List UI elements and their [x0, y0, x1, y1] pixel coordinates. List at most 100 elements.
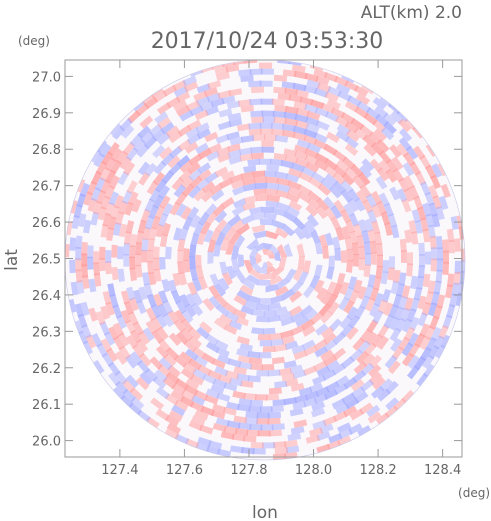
echo-cell: [140, 208, 151, 223]
echo-cell: [398, 296, 408, 310]
echo-cell: [256, 412, 270, 419]
x-axis-unit: (deg): [458, 486, 490, 500]
echo-cell: [159, 195, 171, 209]
echo-cell: [295, 157, 309, 168]
echo-cell: [125, 354, 138, 369]
echo-cell: [227, 358, 242, 368]
echo-cell: [77, 213, 87, 228]
echo-cell: [282, 129, 296, 138]
echo-cell: [147, 249, 154, 263]
echo-cell: [236, 336, 250, 345]
echo-cell: [148, 123, 163, 137]
echo-cell: [252, 448, 266, 455]
echo-cell: [174, 399, 189, 412]
echo-cell: [180, 175, 194, 189]
echo-cell: [143, 135, 158, 150]
echo-cell: [271, 266, 285, 279]
echo-cell: [305, 123, 320, 133]
echo-cell: [294, 394, 309, 404]
echo-cell: [409, 316, 420, 331]
echo-cell: [232, 390, 246, 400]
echo-cell: [270, 294, 285, 304]
echo-cell: [430, 326, 442, 342]
echo-cell: [385, 397, 399, 411]
echo-cell: [377, 299, 388, 314]
echo-cell: [377, 167, 390, 182]
echo-cell: [346, 260, 354, 273]
echo-cell: [231, 433, 246, 442]
echo-cell: [184, 303, 197, 318]
echo-cell: [118, 332, 130, 347]
echo-cell: [194, 109, 209, 121]
echo-cell: [166, 96, 181, 109]
echo-cell: [104, 169, 117, 184]
echo-cell: [323, 339, 338, 352]
echo-cell: [83, 191, 93, 206]
echo-cell: [271, 122, 285, 130]
echo-cell: [372, 309, 384, 324]
echo-cell: [446, 304, 456, 319]
echo-cell: [184, 348, 199, 361]
echo-cell: [324, 91, 339, 102]
echo-cell: [425, 164, 437, 179]
echo-cell: [419, 335, 431, 351]
echo-cell: [363, 264, 371, 278]
echo-cell: [173, 227, 183, 241]
echo-cell: [188, 335, 202, 349]
echo-cell: [283, 243, 293, 257]
echo-cell: [322, 245, 330, 259]
echo-cell: [113, 336, 125, 351]
echo-cell: [359, 328, 373, 343]
echo-cell: [283, 148, 297, 157]
echo-cell: [335, 227, 345, 241]
echo-cell: [214, 339, 229, 351]
echo-cell: [250, 152, 264, 160]
echo-cell: [234, 428, 249, 436]
echo-cell: [451, 282, 460, 297]
echo-cell: [389, 186, 401, 201]
echo-cell: [220, 222, 233, 236]
echo-cell: [352, 337, 366, 351]
echo-cell: [142, 272, 150, 286]
echo-cell: [283, 360, 297, 369]
x-tick-label: 128.4: [424, 463, 461, 478]
echo-cell: [182, 75, 197, 87]
echo-cell: [293, 419, 308, 428]
echo-cell: [369, 240, 377, 254]
echo-cell: [250, 363, 263, 371]
echo-cell: [305, 390, 319, 401]
echo-cell: [316, 431, 331, 441]
echo-cell: [314, 107, 329, 118]
echo-cell: [71, 215, 80, 229]
echo-cell: [344, 80, 359, 92]
echo-cell: [257, 334, 271, 341]
echo-cell: [187, 133, 201, 145]
echo-cell: [185, 100, 200, 112]
echo-cell: [323, 354, 338, 367]
echo-cell: [389, 316, 401, 331]
echo-cell: [368, 371, 383, 385]
echo-cell: [248, 128, 262, 136]
echo-cell: [238, 361, 252, 370]
echo-cell: [262, 116, 276, 123]
echo-cell: [212, 378, 227, 389]
echo-cell: [343, 377, 358, 390]
echo-cell: [188, 185, 201, 199]
echo-cell: [326, 281, 337, 295]
echo-cell: [259, 122, 273, 129]
echo-cell: [278, 256, 287, 270]
echo-cell: [310, 230, 321, 244]
echo-cell: [320, 310, 333, 324]
echo-cell: [179, 351, 193, 364]
echo-cell: [214, 283, 227, 297]
echo-cell: [183, 339, 197, 353]
timestamp-title: 2017/10/24 03:53:30: [151, 29, 384, 54]
echo-cell: [371, 190, 383, 205]
echo-cell: [107, 142, 120, 157]
echo-cell: [284, 87, 298, 96]
echo-cell: [261, 364, 275, 371]
echo-cell: [223, 382, 238, 392]
echo-cell: [341, 356, 355, 369]
echo-cell: [324, 158, 338, 171]
echo-cell: [354, 85, 369, 97]
